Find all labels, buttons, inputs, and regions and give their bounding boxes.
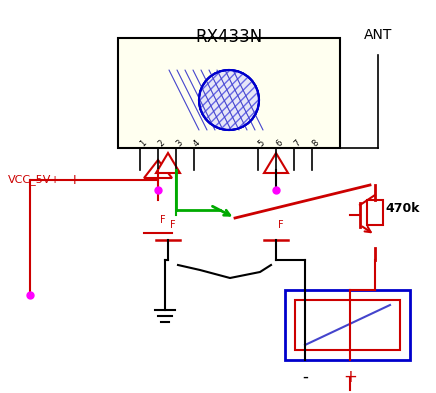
Polygon shape: [368, 338, 388, 351]
Polygon shape: [144, 160, 172, 178]
Text: 7: 7: [292, 138, 302, 148]
Text: 2: 2: [156, 138, 166, 148]
Polygon shape: [264, 153, 288, 173]
Bar: [118, 38, 340, 148]
Text: RX433N: RX433N: [195, 28, 262, 46]
Text: 4: 4: [192, 138, 202, 148]
Bar: [285, 290, 410, 360]
Text: ANT: ANT: [364, 28, 392, 42]
Polygon shape: [156, 153, 180, 173]
Bar: [295, 300, 400, 350]
Text: 3: 3: [174, 138, 184, 148]
Text: 8: 8: [310, 138, 320, 148]
Bar: [367, 200, 383, 225]
Text: F: F: [170, 220, 176, 230]
Circle shape: [199, 70, 259, 130]
Text: VCC_5V+: VCC_5V+: [8, 174, 61, 185]
Text: -: -: [302, 368, 308, 386]
Text: +: +: [343, 368, 357, 386]
Text: 1: 1: [138, 138, 148, 148]
Text: +: +: [68, 173, 80, 187]
Text: 470k: 470k: [385, 202, 419, 215]
Text: 5: 5: [256, 138, 266, 148]
Text: F: F: [278, 220, 284, 230]
Text: F: F: [160, 215, 166, 225]
Text: 6: 6: [274, 138, 284, 148]
